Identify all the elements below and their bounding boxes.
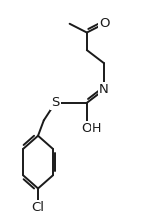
Text: Cl: Cl — [31, 201, 45, 214]
Text: O: O — [82, 122, 92, 135]
Text: N: N — [99, 83, 109, 96]
Text: S: S — [51, 96, 59, 109]
Text: O: O — [99, 17, 109, 30]
Text: H: H — [91, 122, 101, 135]
